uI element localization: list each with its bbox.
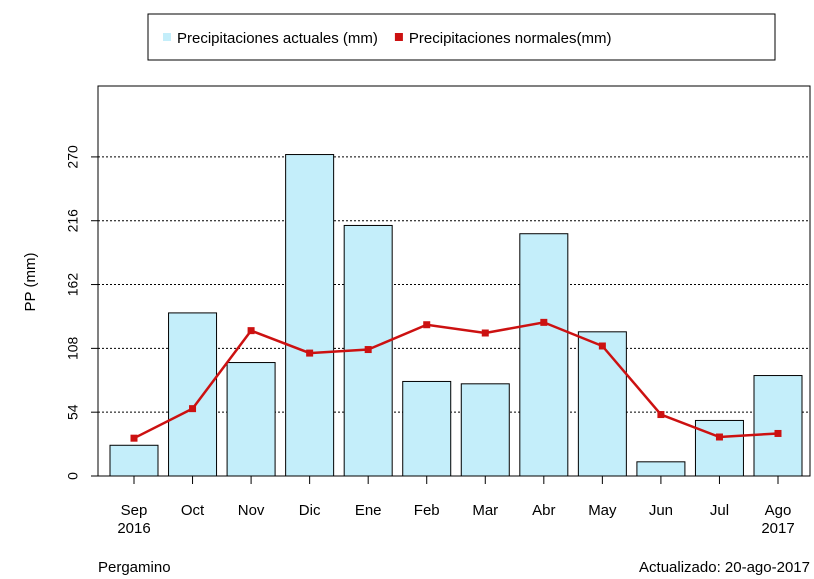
point bbox=[130, 434, 138, 442]
bar bbox=[694, 419, 744, 477]
legend-swatch bbox=[394, 33, 403, 41]
x-tick-label: Jul bbox=[710, 502, 729, 519]
point bbox=[481, 329, 489, 337]
legend-box bbox=[147, 13, 776, 61]
line bbox=[133, 321, 779, 440]
point bbox=[306, 349, 314, 357]
y-tick-label: 54 bbox=[65, 404, 81, 420]
point bbox=[598, 342, 606, 350]
y-tick-label: 216 bbox=[65, 209, 81, 233]
y-tick-label: 162 bbox=[65, 273, 81, 297]
bar bbox=[636, 461, 686, 477]
point bbox=[657, 411, 665, 419]
point bbox=[189, 405, 197, 413]
x-tick-label: Mar bbox=[472, 502, 498, 519]
x-tick-label: May bbox=[588, 502, 617, 519]
x-tick-label: Abr bbox=[532, 502, 555, 519]
bar bbox=[226, 362, 276, 477]
x-tick-label: Dic bbox=[299, 502, 321, 519]
footer-left: Pergamino bbox=[98, 559, 171, 576]
bar bbox=[109, 444, 159, 477]
legend-swatch bbox=[163, 33, 171, 41]
bar bbox=[285, 154, 335, 477]
point bbox=[364, 346, 372, 354]
bar bbox=[577, 331, 627, 477]
footer-right: Actualizado: 20-ago-2017 bbox=[639, 559, 810, 576]
bar bbox=[460, 383, 510, 477]
bar bbox=[519, 233, 569, 477]
legend-label: Precipitaciones normales(mm) bbox=[409, 30, 612, 47]
plot-frame bbox=[97, 85, 811, 477]
y-tick-label: 270 bbox=[65, 145, 81, 169]
bar bbox=[168, 312, 218, 477]
y-axis-label: PP (mm) bbox=[22, 253, 39, 312]
x-tick-label: Oct bbox=[181, 502, 205, 519]
point bbox=[423, 321, 431, 329]
x-tick-label: Jun bbox=[649, 502, 673, 519]
point bbox=[715, 433, 723, 441]
point bbox=[540, 318, 548, 326]
y-tick-label: 108 bbox=[65, 336, 81, 360]
bar bbox=[753, 375, 803, 477]
bar bbox=[402, 380, 452, 477]
x-tick-label: Ago 2017 bbox=[761, 502, 794, 537]
legend-label: Precipitaciones actuales (mm) bbox=[177, 30, 378, 47]
x-tick-label: Ene bbox=[355, 502, 382, 519]
x-tick-label: Nov bbox=[238, 502, 265, 519]
point bbox=[247, 327, 255, 335]
x-tick-label: Sep 2016 bbox=[117, 502, 150, 537]
y-tick-label: 0 bbox=[65, 472, 81, 480]
point bbox=[774, 429, 782, 437]
x-tick-label: Feb bbox=[414, 502, 440, 519]
